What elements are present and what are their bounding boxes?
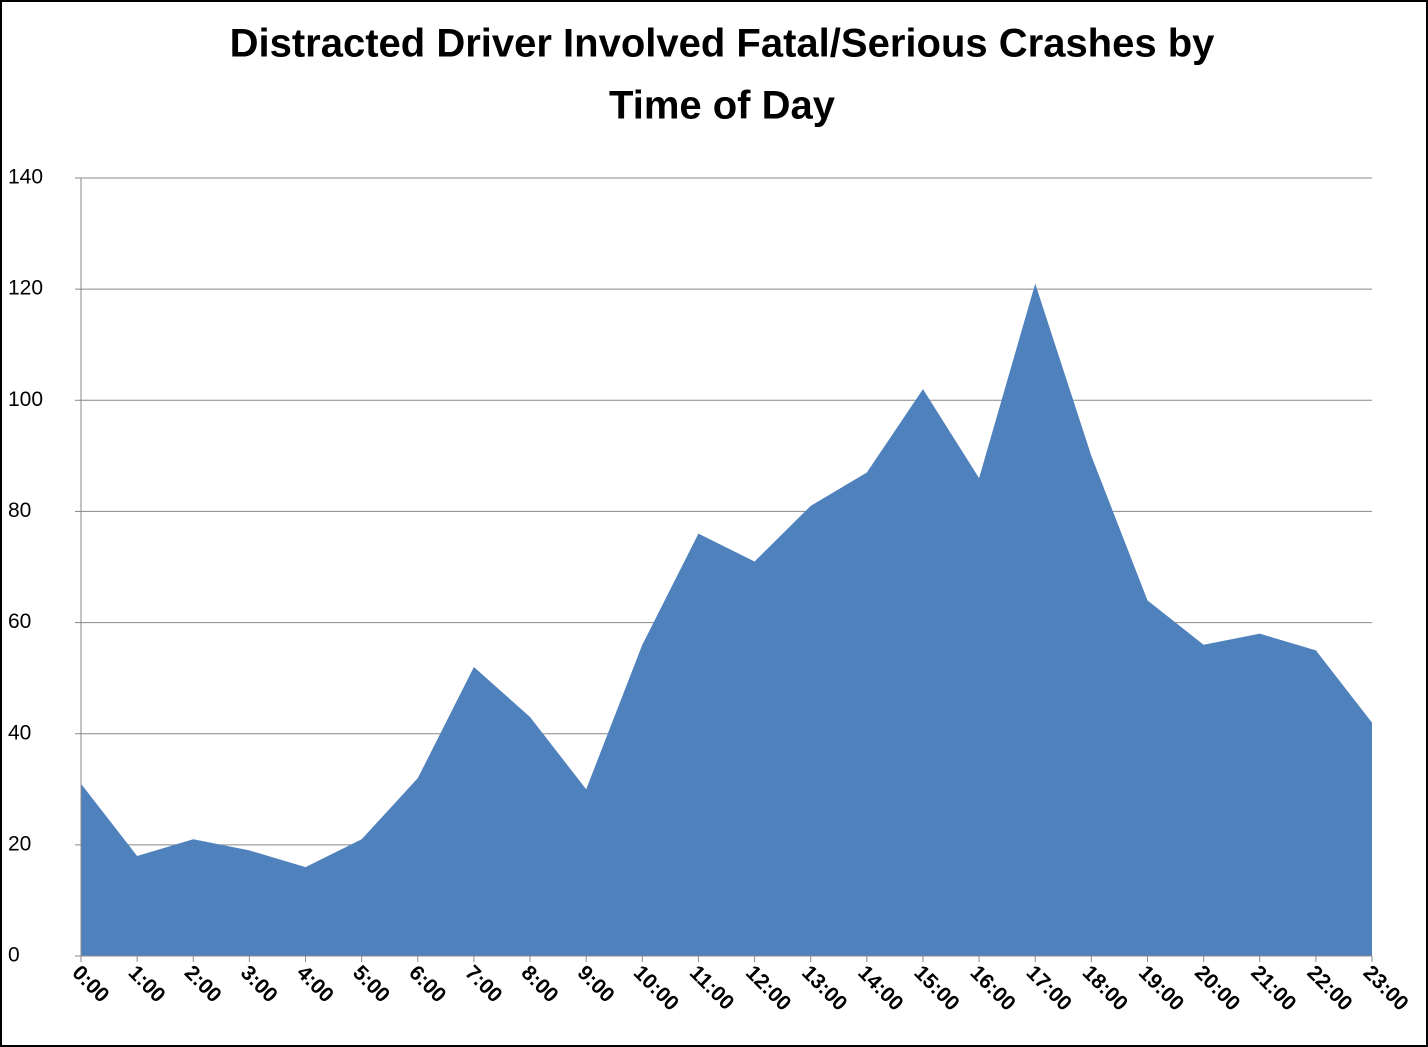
y-tick-label: 80	[8, 499, 31, 522]
y-tick-label: 0	[8, 944, 20, 967]
y-tick-label: 100	[8, 388, 43, 411]
chart-title: Time of Day	[609, 84, 836, 128]
y-tick-label: 140	[8, 166, 43, 189]
y-tick-label: 20	[8, 832, 31, 855]
y-tick-label: 120	[8, 277, 43, 300]
y-tick-label: 60	[8, 610, 31, 633]
y-tick-label: 40	[8, 721, 31, 744]
area	[81, 283, 1372, 957]
chart-title: Distracted Driver Involved Fatal/Serious…	[230, 22, 1216, 66]
